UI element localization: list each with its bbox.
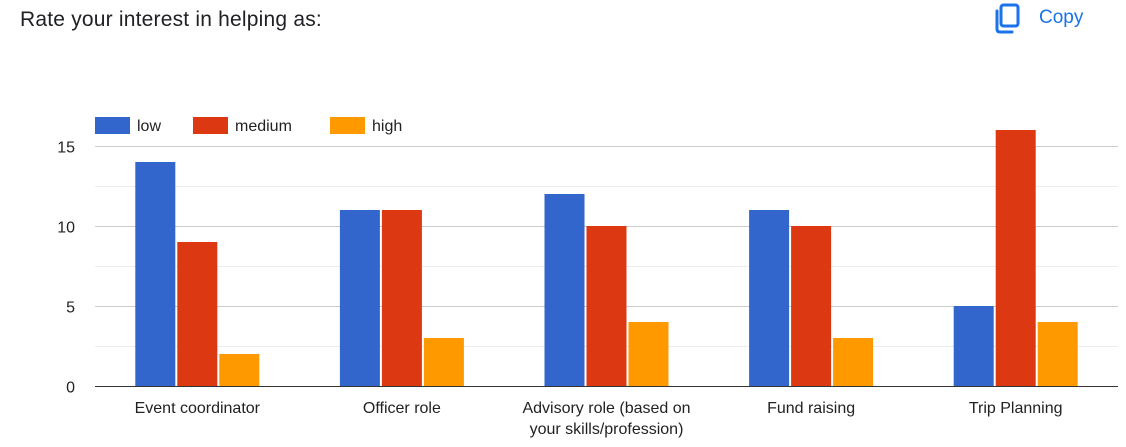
x-tick-label: Officer role <box>363 400 441 417</box>
bar-low[interactable] <box>749 210 790 386</box>
legend-swatch-low[interactable] <box>95 117 130 134</box>
bar-low[interactable] <box>953 306 994 386</box>
legend-swatch-high[interactable] <box>330 117 365 134</box>
x-tick-label: Trip Planning <box>969 400 1063 417</box>
bar-low[interactable] <box>544 194 585 386</box>
bar-low[interactable] <box>135 162 176 386</box>
copy-label: Copy <box>1039 7 1084 28</box>
bar-medium[interactable] <box>586 226 627 386</box>
legend-swatch-medium[interactable] <box>193 117 228 134</box>
x-tick-label: Advisory role (based on <box>522 400 690 417</box>
x-tick-label: Event coordinator <box>135 400 261 417</box>
page-title: Rate your interest in helping as: <box>20 8 322 31</box>
copy-button[interactable]: Copy <box>992 0 1083 36</box>
legend-label-medium[interactable]: medium <box>235 118 292 135</box>
bar-high[interactable] <box>833 338 874 386</box>
x-tick-label: Fund raising <box>767 400 855 417</box>
bar-medium[interactable] <box>177 242 218 386</box>
bar-medium[interactable] <box>791 226 832 386</box>
bar-medium[interactable] <box>995 130 1036 386</box>
y-tick-label: 0 <box>66 380 75 397</box>
bar-high[interactable] <box>219 354 260 386</box>
bar-high[interactable] <box>423 338 464 386</box>
legend-label-high[interactable]: high <box>372 118 402 135</box>
legend-label-low[interactable]: low <box>137 118 161 135</box>
copy-icon <box>992 2 1022 34</box>
y-tick-label: 5 <box>66 300 75 317</box>
bar-low[interactable] <box>339 210 380 386</box>
bar-high[interactable] <box>628 322 669 386</box>
bar-high[interactable] <box>1037 322 1078 386</box>
y-tick-label: 10 <box>57 220 75 237</box>
y-tick-label: 15 <box>57 140 75 157</box>
x-tick-label: your skills/profession) <box>530 421 684 438</box>
bar-medium[interactable] <box>381 210 422 386</box>
